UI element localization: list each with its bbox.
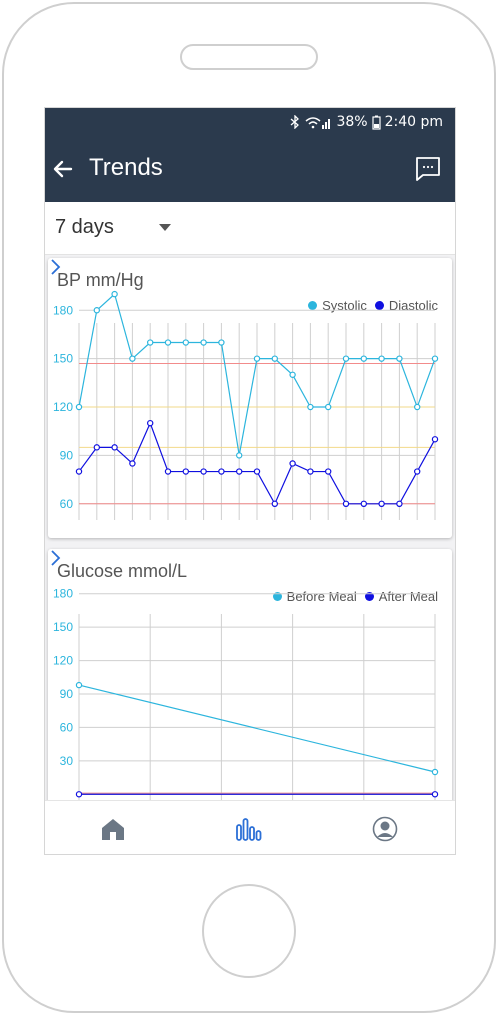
- bp-card: BP mm/Hg Systolic Diastolic 60 90 120 150 18…: [48, 258, 452, 538]
- back-arrow-icon[interactable]: [51, 157, 75, 181]
- data-point: [218, 468, 225, 475]
- bottom-nav: [45, 800, 455, 855]
- data-point: [111, 444, 118, 451]
- battery-icon: [371, 115, 381, 130]
- legend-label: After Meal: [378, 589, 438, 604]
- data-point: [271, 500, 278, 508]
- data-point: [75, 468, 83, 475]
- y-tick-label: 60: [60, 497, 74, 511]
- data-point: [307, 403, 314, 411]
- data-point: [378, 500, 385, 508]
- data-point: [253, 468, 261, 475]
- legend-label: Before Meal: [286, 589, 357, 604]
- data-point: [200, 339, 207, 346]
- y-tick-label: 120: [53, 400, 73, 414]
- y-tick-label: 180: [53, 587, 73, 601]
- data-point: [164, 339, 172, 346]
- data-point: [93, 444, 101, 451]
- data-point: [235, 468, 243, 475]
- data-point: [431, 768, 439, 776]
- bp-card-title: BP mm/Hg: [57, 270, 144, 290]
- clock: 2:40 pm: [384, 114, 443, 130]
- data-point: [146, 419, 154, 427]
- data-point: [360, 355, 367, 362]
- data-point: [289, 371, 296, 378]
- status-bar: 38% 2:40 pm: [45, 108, 455, 136]
- glucose-legend: Before Meal After Meal: [272, 589, 438, 604]
- data-point: [289, 460, 296, 467]
- data-point: [164, 468, 172, 475]
- nav-home[interactable]: [45, 801, 181, 854]
- y-tick-label: 90: [60, 448, 74, 462]
- chevron-right-icon[interactable]: [48, 549, 62, 567]
- bp-chart: 60 90 120 150 180: [53, 290, 439, 520]
- data-point: [75, 791, 83, 798]
- data-point: [182, 339, 189, 346]
- data-point: [396, 355, 403, 362]
- app-screen: 38% 2:40 pm Trends 7 days BP mm/Hg Systo…: [44, 107, 456, 855]
- data-point: [431, 791, 439, 798]
- data-point: [253, 355, 261, 362]
- trends-icon: [236, 818, 262, 841]
- glucose-card-title: Glucose mmol/L: [57, 561, 188, 581]
- home-icon: [102, 819, 124, 840]
- battery-percent: 38%: [336, 114, 368, 130]
- data-point: [200, 468, 207, 475]
- signal-icon: [305, 117, 331, 129]
- series-line: [78, 684, 436, 773]
- nav-trends[interactable]: [181, 801, 317, 854]
- data-point: [360, 500, 367, 508]
- data-point: [414, 468, 421, 475]
- data-point: [218, 339, 225, 346]
- data-point: [342, 500, 350, 508]
- nav-profile[interactable]: [317, 801, 453, 854]
- data-point: [307, 468, 314, 475]
- data-point: [93, 307, 101, 314]
- data-point: [325, 403, 332, 411]
- data-point: [342, 355, 350, 362]
- chat-icon[interactable]: [415, 156, 441, 182]
- glucose-chart: 30 60 90 120 150 180: [53, 587, 439, 811]
- legend-item: After Meal: [364, 589, 438, 604]
- page-title: Trends: [89, 154, 163, 181]
- data-point: [414, 403, 421, 411]
- legend-item: Systolic: [308, 298, 367, 313]
- y-tick-label: 150: [53, 352, 73, 366]
- data-point: [271, 355, 278, 362]
- legend-label: Diastolic: [388, 298, 438, 313]
- legend-label: Systolic: [322, 298, 367, 313]
- range-selector[interactable]: 7 days: [45, 202, 455, 255]
- y-tick-label: 180: [53, 303, 73, 317]
- dropdown-icon[interactable]: [159, 224, 171, 231]
- profile-icon: [372, 816, 398, 842]
- phone-home-button[interactable]: [202, 884, 296, 978]
- data-point: [75, 403, 83, 411]
- data-point: [146, 339, 154, 346]
- y-tick-label: 120: [53, 654, 73, 668]
- data-point: [396, 500, 403, 508]
- chevron-right-icon[interactable]: [48, 258, 62, 276]
- bluetooth-icon: [291, 115, 300, 129]
- data-point: [325, 468, 332, 475]
- y-tick-label: 90: [60, 687, 74, 701]
- bp-legend: Systolic Diastolic: [308, 298, 438, 313]
- range-label: 7 days: [55, 216, 114, 238]
- data-point: [378, 355, 385, 362]
- y-tick-label: 150: [53, 620, 73, 634]
- data-point: [129, 460, 136, 467]
- data-point: [235, 452, 243, 459]
- legend-item: Diastolic: [374, 298, 438, 313]
- y-tick-label: 30: [60, 754, 74, 768]
- y-tick-label: 60: [60, 720, 74, 734]
- data-point: [182, 468, 189, 475]
- data-point: [431, 355, 439, 362]
- data-point: [75, 681, 83, 689]
- data-point: [111, 290, 118, 298]
- legend-item: Before Meal: [272, 589, 357, 604]
- app-bar: Trends: [45, 136, 455, 202]
- data-point: [129, 355, 136, 362]
- phone-speaker: [180, 44, 318, 70]
- data-point: [431, 436, 439, 443]
- nav-active-indicator: [181, 854, 319, 855]
